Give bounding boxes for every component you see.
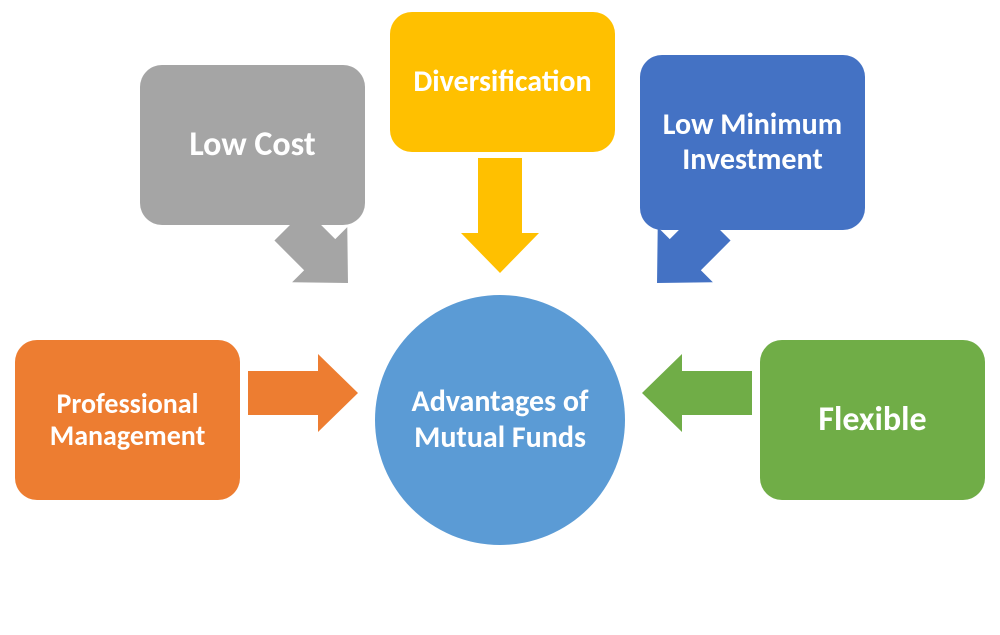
node-lowcost: Low Cost xyxy=(140,65,365,225)
node-label: Low Cost xyxy=(189,125,315,164)
node-professional: Professional Management xyxy=(15,340,240,500)
center-circle: Advantages of Mutual Funds xyxy=(375,295,625,545)
node-label: Low Minimum Investment xyxy=(654,108,851,177)
diagram-stage: Advantages of Mutual Funds Professional M… xyxy=(0,0,1000,635)
node-label: Diversification xyxy=(413,65,591,100)
node-label: Flexible xyxy=(818,400,926,439)
center-label: Advantages of Mutual Funds xyxy=(395,384,605,456)
node-lowmin: Low Minimum Investment xyxy=(640,55,865,230)
node-label: Professional Management xyxy=(29,388,226,452)
node-diversification: Diversification xyxy=(390,12,615,152)
node-flexible: Flexible xyxy=(760,340,985,500)
